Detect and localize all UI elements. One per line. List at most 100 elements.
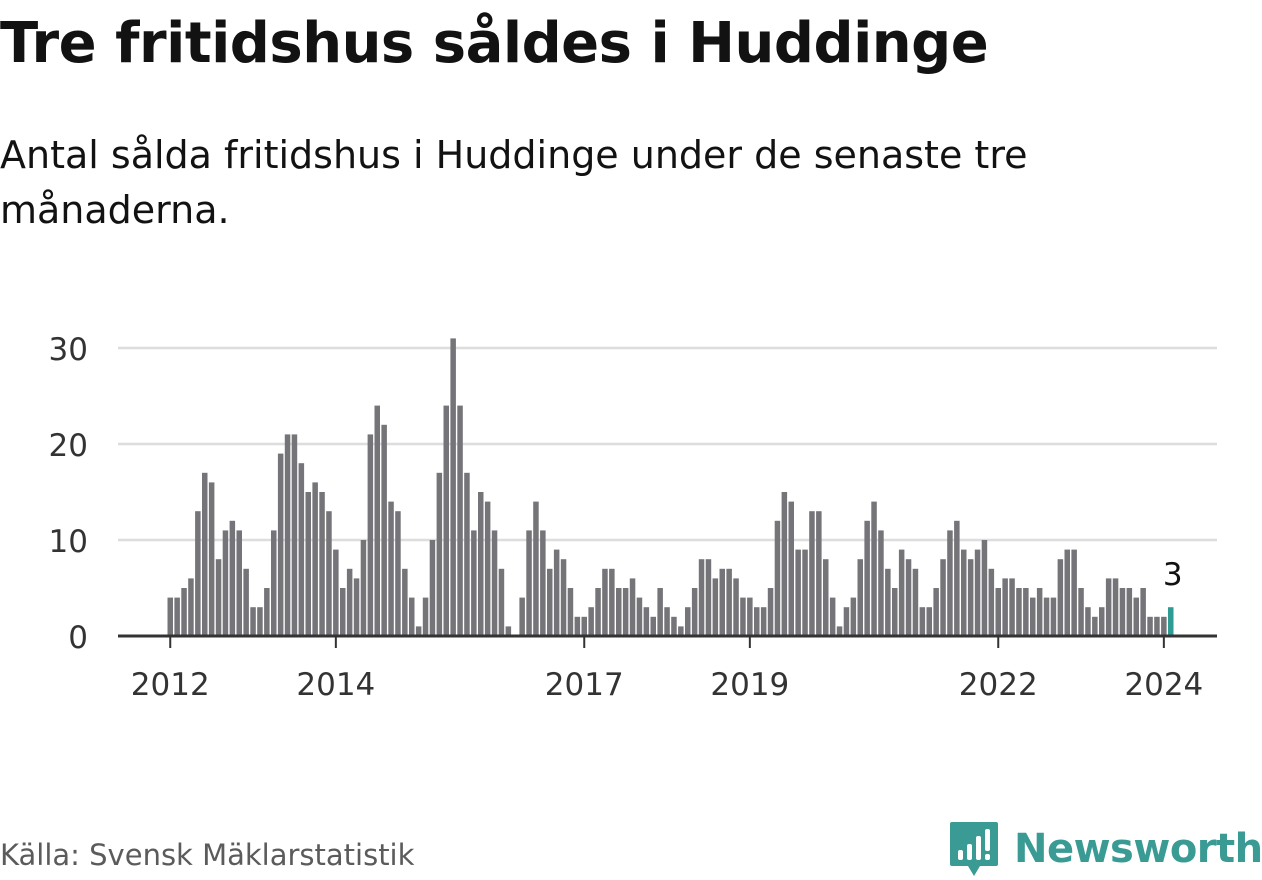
brand: Newsworthy bbox=[948, 818, 1262, 880]
bar bbox=[443, 405, 449, 636]
bar bbox=[857, 559, 863, 636]
bar bbox=[726, 568, 732, 636]
bar bbox=[567, 588, 574, 636]
bar bbox=[319, 492, 325, 636]
bar bbox=[188, 578, 194, 636]
bar bbox=[754, 607, 760, 636]
bar bbox=[747, 597, 753, 636]
bar bbox=[809, 511, 815, 636]
bar bbox=[491, 530, 498, 636]
bar bbox=[988, 568, 995, 636]
bar bbox=[1154, 616, 1160, 636]
bar bbox=[795, 549, 801, 636]
bar bbox=[1133, 597, 1139, 636]
bar bbox=[1023, 588, 1029, 636]
bar bbox=[1112, 578, 1119, 636]
bar bbox=[422, 597, 429, 636]
bar bbox=[195, 511, 201, 636]
bar bbox=[257, 607, 263, 636]
bar bbox=[740, 597, 746, 636]
x-tick-label: 2017 bbox=[545, 667, 624, 703]
bar bbox=[264, 588, 270, 636]
bar bbox=[367, 434, 374, 636]
bar bbox=[305, 492, 311, 636]
bar bbox=[271, 530, 277, 636]
bar bbox=[685, 607, 691, 636]
bar bbox=[919, 607, 926, 636]
bar bbox=[1119, 588, 1126, 636]
bar bbox=[1057, 559, 1064, 636]
bar bbox=[1099, 607, 1105, 636]
bar bbox=[760, 607, 767, 636]
bar bbox=[816, 511, 822, 636]
bar bbox=[940, 559, 946, 636]
y-tick-label: 30 bbox=[49, 332, 88, 368]
bar bbox=[402, 568, 408, 636]
bar bbox=[243, 568, 249, 636]
bar bbox=[167, 597, 173, 636]
bar bbox=[926, 607, 932, 636]
bar bbox=[326, 511, 332, 636]
y-tick-label: 20 bbox=[49, 428, 88, 464]
bar bbox=[498, 568, 505, 636]
bar bbox=[450, 338, 456, 636]
bar bbox=[588, 607, 594, 636]
bar bbox=[436, 472, 443, 636]
bar bbox=[864, 520, 870, 636]
chart-subtitle: Antal sålda fritidshus i Huddinge under … bbox=[0, 133, 1028, 232]
bar bbox=[1071, 549, 1077, 636]
bar bbox=[360, 540, 367, 636]
bar bbox=[719, 568, 725, 636]
bar bbox=[540, 530, 546, 636]
bar bbox=[277, 453, 284, 636]
bar bbox=[878, 530, 884, 636]
bar bbox=[505, 626, 512, 636]
bar bbox=[657, 588, 663, 636]
bar bbox=[650, 616, 656, 636]
bar bbox=[961, 549, 967, 636]
bar bbox=[581, 616, 587, 636]
bar bbox=[1140, 588, 1146, 636]
bar bbox=[1016, 588, 1022, 636]
bar bbox=[1009, 578, 1015, 636]
bar bbox=[1161, 616, 1167, 636]
bar bbox=[208, 482, 215, 636]
bar bbox=[519, 597, 525, 636]
bar bbox=[415, 626, 422, 636]
bar bbox=[671, 616, 677, 636]
bar bbox=[1126, 588, 1133, 636]
bar bbox=[574, 616, 581, 636]
x-tick-label: 2012 bbox=[131, 667, 210, 703]
bar bbox=[616, 588, 622, 636]
bar bbox=[1030, 597, 1036, 636]
bar bbox=[1078, 588, 1084, 636]
bar bbox=[409, 597, 415, 636]
bar bbox=[781, 492, 788, 636]
bar bbox=[388, 501, 394, 636]
bar bbox=[1147, 616, 1153, 636]
bar bbox=[181, 588, 187, 636]
bar bbox=[340, 588, 346, 636]
bar bbox=[767, 588, 774, 636]
bar bbox=[1002, 578, 1008, 636]
bar bbox=[871, 501, 877, 636]
bar bbox=[1036, 588, 1043, 636]
newsworthy-logo-icon bbox=[950, 822, 998, 876]
bar bbox=[547, 568, 553, 636]
bar bbox=[678, 626, 684, 636]
bar bbox=[1105, 578, 1112, 636]
bar bbox=[843, 607, 850, 636]
bar bbox=[346, 568, 353, 636]
bar bbox=[464, 472, 470, 636]
bar bbox=[533, 501, 539, 636]
bar bbox=[733, 578, 739, 636]
bar bbox=[705, 559, 712, 636]
bar bbox=[1092, 616, 1098, 636]
y-tick-label: 0 bbox=[68, 620, 88, 656]
bar bbox=[429, 540, 436, 636]
bar bbox=[471, 530, 477, 636]
bar bbox=[291, 434, 298, 636]
bar bbox=[333, 549, 339, 636]
x-tick-label: 2014 bbox=[296, 667, 375, 703]
bar bbox=[850, 597, 857, 636]
